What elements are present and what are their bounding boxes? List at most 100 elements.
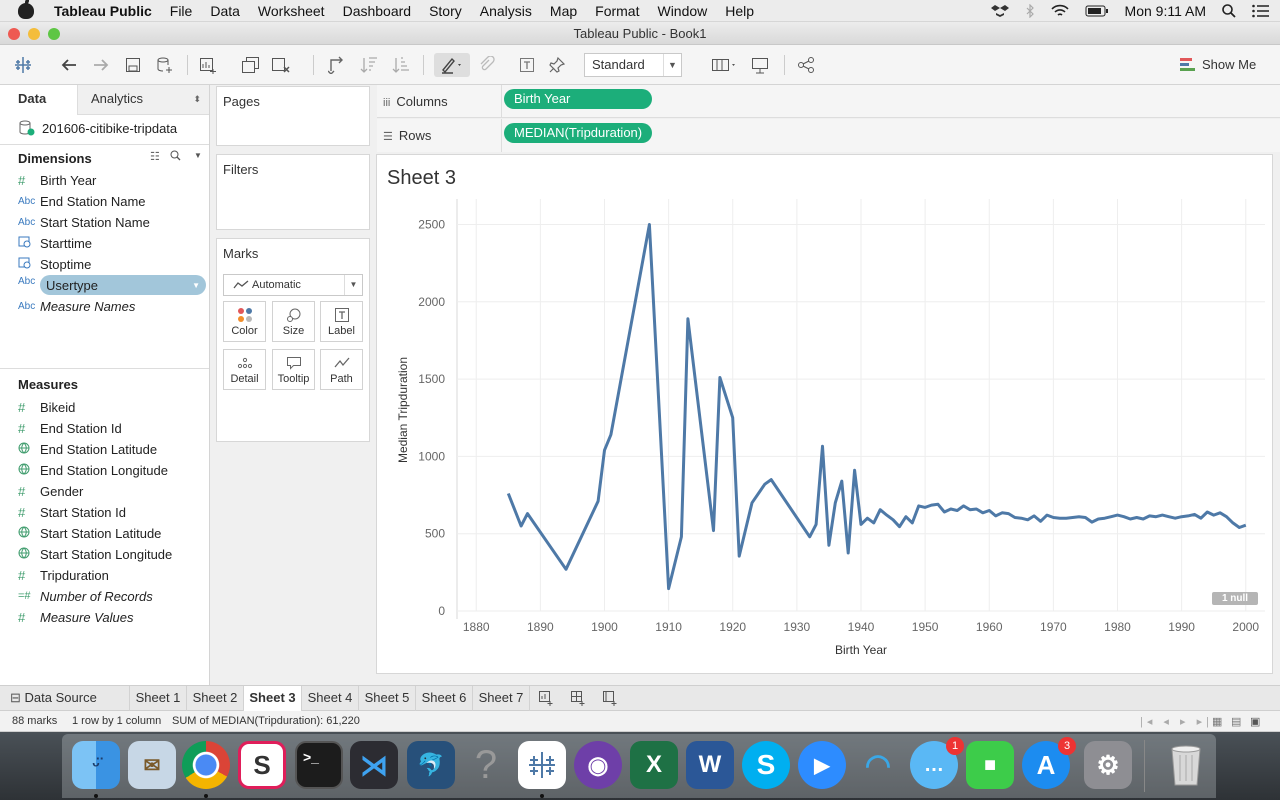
zoom-window-button[interactable] <box>48 28 60 40</box>
battery-icon[interactable] <box>1085 5 1109 17</box>
tab-data[interactable]: Data <box>0 85 78 115</box>
null-indicator-badge[interactable]: 1 null <box>1212 592 1258 605</box>
highlight-pen-icon[interactable] <box>434 53 470 77</box>
messages-dock-icon[interactable]: … 1 <box>910 737 964 789</box>
close-window-button[interactable] <box>8 28 20 40</box>
dolphin-dock-icon[interactable]: ◠ <box>864 748 892 782</box>
new-data-source-icon[interactable] <box>153 53 177 77</box>
measure-start-station-latitude[interactable]: Start Station Latitude <box>18 523 208 543</box>
new-worksheet-icon[interactable] <box>197 53 221 77</box>
show-sheet-sorter-icon[interactable]: ▦ <box>1212 716 1223 728</box>
field-menu-chevron-icon[interactable]: ▼ <box>192 280 200 290</box>
measure-measure-values[interactable]: # Measure Values <box>18 607 208 627</box>
redo-icon[interactable] <box>89 53 113 77</box>
list-view-icon[interactable]: ☷ <box>150 151 160 163</box>
tableau-logo-icon[interactable] <box>11 53 35 77</box>
menu-map[interactable]: Map <box>549 2 578 19</box>
show-me-button[interactable]: Show Me <box>1180 57 1256 72</box>
slack-dock-icon[interactable]: S <box>238 741 286 789</box>
tab-analytics[interactable]: Analytics ⬍ <box>78 85 209 115</box>
tab-sheet-5[interactable]: Sheet 5 <box>359 686 416 711</box>
dimension-start-station-name[interactable]: Abc Start Station Name <box>18 212 208 232</box>
measure-end-station-latitude[interactable]: End Station Latitude <box>18 439 208 459</box>
marks-label-button[interactable]: Label <box>320 301 363 342</box>
datasource-item[interactable]: 201606-citibike-tripdata <box>18 119 177 137</box>
measure-number-of-records[interactable]: =# Number of Records <box>18 586 208 606</box>
show-tabs-icon[interactable]: ▣ <box>1250 716 1261 728</box>
swap-rows-columns-icon[interactable] <box>325 53 349 77</box>
columns-pill-birth-year[interactable]: Birth Year <box>504 89 652 109</box>
dimension-usertype[interactable]: Usertype ▼ <box>40 275 206 295</box>
tab-sheet-3[interactable]: Sheet 3 <box>244 686 302 711</box>
menu-dashboard[interactable]: Dashboard <box>342 2 412 19</box>
facetime-dock-icon[interactable]: ■ <box>966 741 1014 789</box>
marks-detail-button[interactable]: Detail <box>223 349 266 390</box>
measure-tripduration[interactable]: # Tripduration <box>18 565 208 585</box>
tab-sheet-4[interactable]: Sheet 4 <box>302 686 359 711</box>
measure-start-station-id[interactable]: # Start Station Id <box>18 502 208 522</box>
measure-start-station-longitude[interactable]: Start Station Longitude <box>18 544 208 564</box>
menu-app-name[interactable]: Tableau Public <box>54 2 152 19</box>
system-preferences-dock-icon[interactable]: ⚙ <box>1084 741 1132 789</box>
data-source-tab[interactable]: ⊟ Data Source <box>0 686 130 711</box>
spotlight-search-icon[interactable] <box>1222 4 1236 18</box>
show-labels-icon[interactable] <box>515 53 539 77</box>
tab-sheet-6[interactable]: Sheet 6 <box>416 686 473 711</box>
menu-analysis[interactable]: Analysis <box>479 2 532 19</box>
rows-pill-median-tripduration[interactable]: MEDIAN(Tripduration) <box>504 123 652 143</box>
mail-dock-icon[interactable]: ✉ <box>128 741 176 789</box>
show-cards-icon[interactable] <box>710 53 740 77</box>
wifi-icon[interactable] <box>1050 4 1069 18</box>
sheet-navigation-arrows[interactable]: |◂ ◂ ▸ ▸| <box>1140 716 1213 728</box>
menu-data[interactable]: Data <box>210 2 240 19</box>
menu-format[interactable]: Format <box>595 2 640 19</box>
new-story-tab-icon[interactable] <box>594 686 626 711</box>
mysql-workbench-dock-icon[interactable]: 🐬 <box>407 741 455 789</box>
columns-shelf[interactable]: iii Columns <box>377 85 1280 118</box>
save-icon[interactable] <box>121 53 145 77</box>
mark-type-dropdown[interactable]: Automatic ▼ <box>223 274 363 296</box>
menu-help[interactable]: Help <box>725 2 755 19</box>
dimension-measure-names[interactable]: Abc Measure Names <box>18 296 208 316</box>
duplicate-sheet-icon[interactable] <box>239 53 263 77</box>
apple-icon[interactable] <box>18 0 34 19</box>
sort-ascending-icon[interactable] <box>357 53 381 77</box>
dropbox-icon[interactable] <box>990 4 1009 18</box>
sort-descending-icon[interactable] <box>389 53 413 77</box>
fit-dropdown[interactable]: Standard ▼ <box>584 53 682 77</box>
menu-worksheet[interactable]: Worksheet <box>257 2 325 19</box>
presentation-mode-icon[interactable] <box>748 53 772 77</box>
fix-axes-pin-icon[interactable] <box>545 53 569 77</box>
viz-view[interactable]: Sheet 3 0 500 1000 1500 2000 2500 1880 1890 1900… <box>376 154 1273 674</box>
chrome-dock-icon[interactable] <box>182 741 230 789</box>
tab-sheet-2[interactable]: Sheet 2 <box>187 686 244 711</box>
skype-dock-icon[interactable]: S <box>742 741 790 789</box>
dimensions-menu-chevron-icon[interactable]: ▼ <box>194 151 202 160</box>
measure-bikeid[interactable]: # Bikeid <box>18 397 208 417</box>
share-icon[interactable] <box>794 53 818 77</box>
filters-card[interactable]: Filters <box>216 154 370 230</box>
find-field-search-icon[interactable] <box>170 150 181 164</box>
bluetooth-icon[interactable] <box>1025 4 1035 18</box>
group-members-icon[interactable] <box>474 53 498 77</box>
terminal-dock-icon[interactable]: >_ <box>295 741 343 789</box>
marks-tooltip-button[interactable]: Tooltip <box>272 349 315 390</box>
word-dock-icon[interactable]: W <box>686 741 734 789</box>
clear-sheet-icon[interactable] <box>269 53 293 77</box>
dimension-stoptime[interactable]: Stoptime <box>18 254 208 274</box>
github-desktop-dock-icon[interactable]: ◉ <box>574 741 622 789</box>
tableau-dock-icon[interactable] <box>518 741 566 789</box>
trash-dock-icon[interactable] <box>1162 741 1210 789</box>
dimension-birth-year[interactable]: # Birth Year <box>18 170 208 190</box>
sheet-title[interactable]: Sheet 3 <box>387 167 456 189</box>
new-worksheet-tab-icon[interactable] <box>530 686 562 711</box>
menu-window[interactable]: Window <box>657 2 708 19</box>
minimize-window-button[interactable] <box>28 28 40 40</box>
dimension-end-station-name[interactable]: Abc End Station Name <box>18 191 208 211</box>
undo-icon[interactable] <box>57 53 81 77</box>
measure-gender[interactable]: # Gender <box>18 481 208 501</box>
dimension-starttime[interactable]: Starttime <box>18 233 208 253</box>
menu-story[interactable]: Story <box>429 2 462 19</box>
vscode-dock-icon[interactable]: ⋊ <box>350 741 398 789</box>
